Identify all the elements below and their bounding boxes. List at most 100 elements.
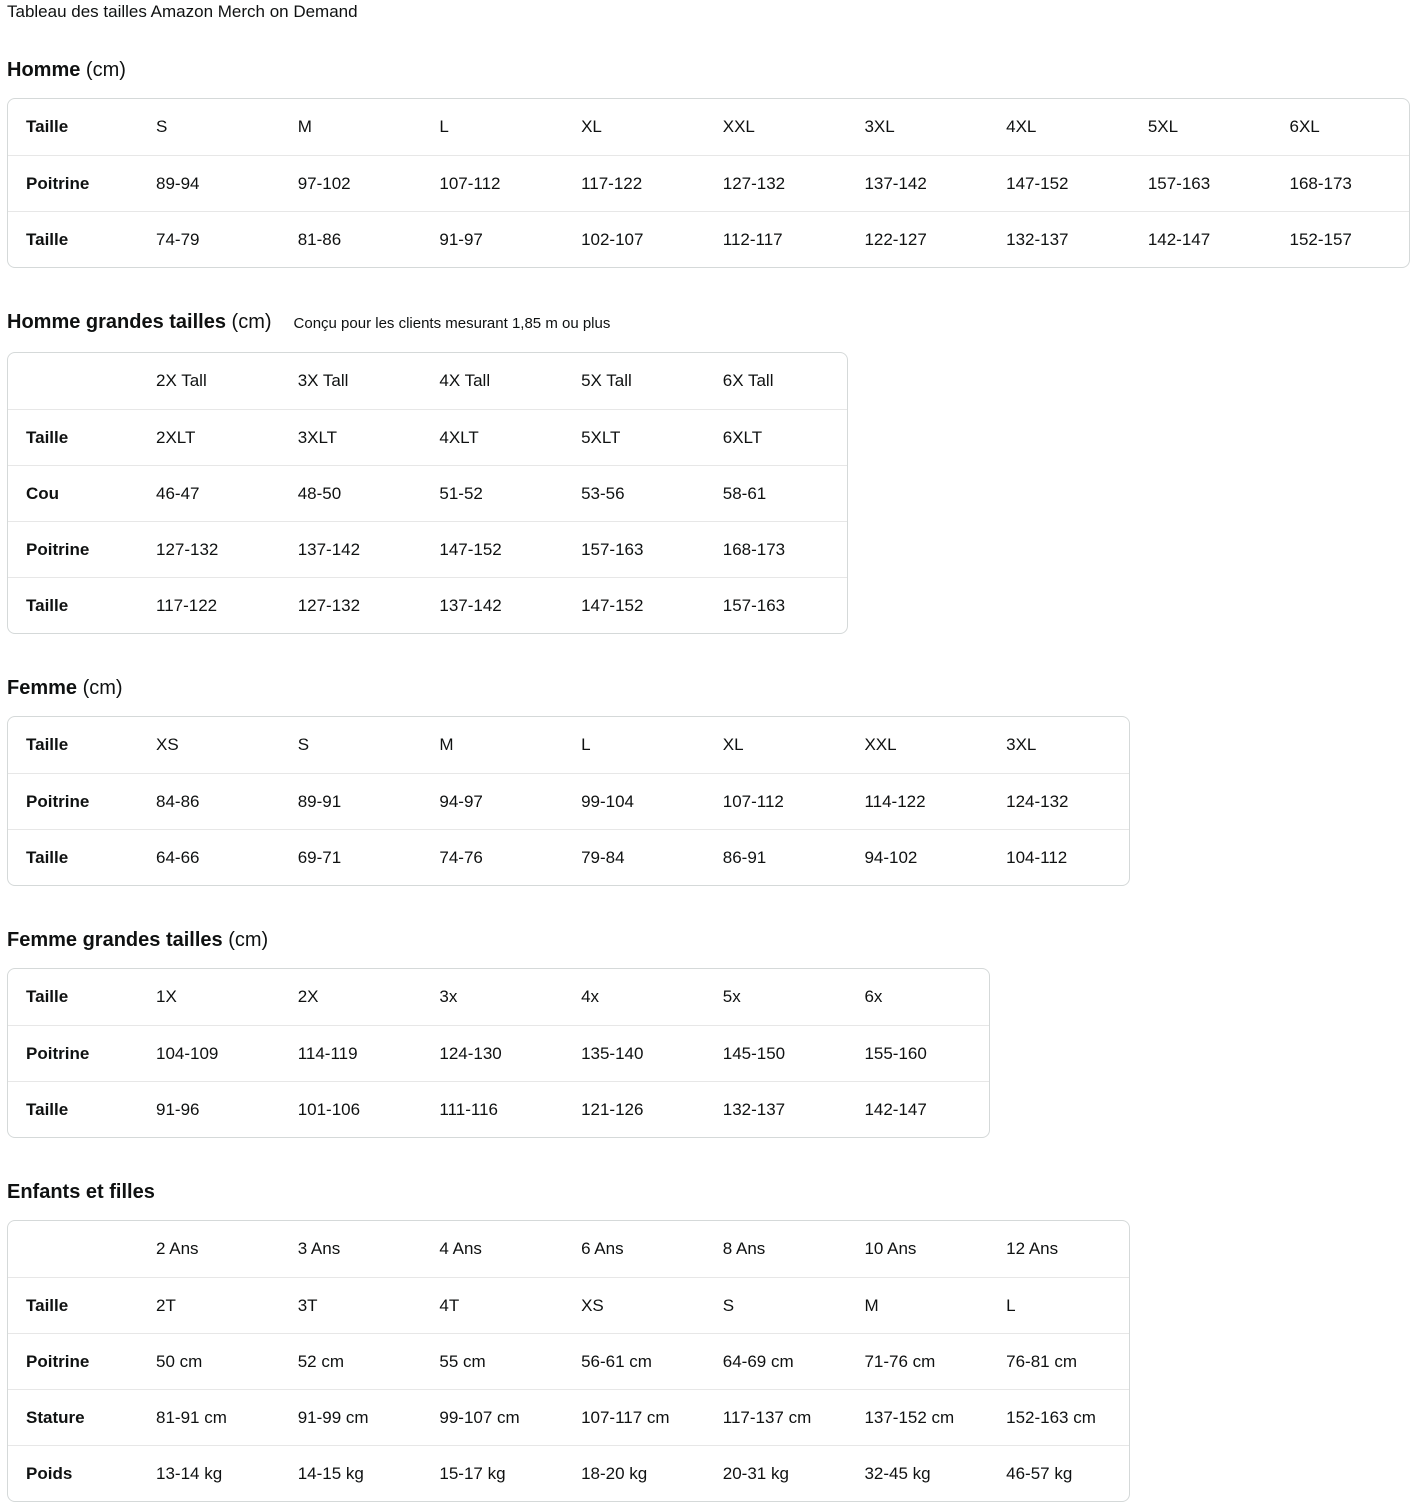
header-label — [8, 1221, 156, 1277]
column-header: 6x — [864, 987, 883, 1006]
table-row: Stature 81-91 cm 91-99 cm 99-107 cm 107-117 … — [8, 1389, 1129, 1445]
column-header: 10 Ans — [864, 1239, 917, 1258]
column-header: L — [439, 117, 449, 136]
table-cell: 137-152 cm — [864, 1389, 1007, 1445]
table-cell: 51-52 — [439, 465, 582, 521]
column-header: 2X — [297, 987, 319, 1006]
column-header: 2X Tall — [156, 371, 207, 390]
size-table: Taille XS S M L XL XXL 3XL Poitrine 84-86 89-91 94-… — [7, 716, 1130, 886]
table-cell: 2T — [156, 1277, 298, 1333]
section-unit: (cm) — [82, 677, 123, 699]
row-label: Taille — [8, 1277, 156, 1333]
table-cell: 122-127 — [864, 211, 1007, 267]
table-cell: 81-91 cm — [156, 1389, 298, 1445]
table-cell: 145-150 — [722, 1025, 865, 1081]
section-femme: Femme (cm) Taille XS S M L XL XXL 3XL Poitrine 84… — [7, 676, 1410, 886]
table-row: Taille 74-79 81-86 91-97 102-107 112-117 122-1… — [8, 211, 1409, 267]
section-unit: (cm) — [85, 59, 126, 81]
size-table-homme-grandes-tailles: 2X Tall 3X Tall 4X Tall 5X Tall 6X Tall Taill… — [7, 352, 1410, 634]
column-header: 4XL — [1006, 117, 1037, 136]
table-row: Poitrine 84-86 89-91 94-97 99-104 107-112 114-… — [8, 773, 1129, 829]
table-cell: 127-132 — [156, 521, 298, 577]
table-cell: 76-81 cm — [1006, 1333, 1129, 1389]
column-header: 3X Tall — [297, 371, 349, 390]
table-cell: M — [864, 1277, 1007, 1333]
column-header: 2 Ans — [156, 1239, 199, 1258]
size-table-homme: Taille S M L XL XXL 3XL 4XL 5XL 6XL Poitrine 89-94 9… — [7, 98, 1410, 268]
column-header: 3x — [439, 987, 458, 1006]
table-cell: 147-152 — [581, 577, 723, 633]
table-cell: 46-47 — [156, 465, 298, 521]
column-header: XXL — [722, 117, 755, 136]
section-homme-grandes-tailles: Homme grandes tailles (cm) Conçu pour les… — [7, 310, 1410, 634]
table-cell: 91-97 — [439, 211, 582, 267]
section-unit: (cm) — [228, 929, 269, 951]
table-cell: 142-147 — [1147, 211, 1290, 267]
table-row: Taille 2T 3T 4T XS S M L — [8, 1277, 1129, 1333]
table-cell: 6XLT — [722, 409, 847, 465]
table-cell: 137-142 — [439, 577, 582, 633]
table-cell: 4T — [439, 1277, 582, 1333]
table-cell: 94-97 — [439, 773, 582, 829]
column-header: 1X — [156, 987, 177, 1006]
table-cell: 111-116 — [439, 1081, 582, 1137]
header-label: Taille — [26, 987, 69, 1006]
row-label: Taille — [8, 829, 156, 885]
table-cell: 104-109 — [156, 1025, 298, 1081]
row-label: Cou — [8, 465, 156, 521]
column-header: 8 Ans — [722, 1239, 766, 1258]
row-label: Poitrine — [8, 773, 156, 829]
table-cell: 117-137 cm — [722, 1389, 865, 1445]
column-header: 4 Ans — [439, 1239, 482, 1258]
table-cell: 107-112 — [439, 155, 582, 211]
row-label: Taille — [8, 1081, 156, 1137]
header-label: Taille — [26, 117, 69, 136]
table-row: Taille 64-66 69-71 74-76 79-84 86-91 94-102 104… — [8, 829, 1129, 885]
page-title: Tableau des tailles Amazon Merch on Dema… — [7, 2, 358, 21]
column-header: S — [156, 117, 168, 136]
table-cell: 46-57 kg — [1006, 1445, 1129, 1501]
section-title: Homme — [7, 59, 81, 81]
table-cell: 74-79 — [156, 211, 298, 267]
table-row: Poitrine 50 cm 52 cm 55 cm 56-61 cm 64-69 cm 7… — [8, 1333, 1129, 1389]
header-label: Taille — [26, 735, 69, 754]
column-header: XL — [581, 117, 602, 136]
table-cell: 168-173 — [1289, 155, 1409, 211]
table-cell: 157-163 — [1147, 155, 1290, 211]
table-cell: 4XLT — [439, 409, 582, 465]
table-cell: 99-104 — [581, 773, 723, 829]
table-cell: 94-102 — [864, 829, 1007, 885]
row-label: Poitrine — [8, 155, 156, 211]
table-cell: L — [1006, 1277, 1129, 1333]
table-cell: 135-140 — [581, 1025, 723, 1081]
row-label: Poitrine — [8, 1333, 156, 1389]
table-cell: 56-61 cm — [581, 1333, 723, 1389]
table-cell: 55 cm — [439, 1333, 582, 1389]
table-cell: 155-160 — [864, 1025, 989, 1081]
table-cell: XS — [581, 1277, 723, 1333]
column-header: L — [581, 735, 591, 754]
section-heading: Femme (cm) — [7, 676, 1410, 700]
table-cell: 50 cm — [156, 1333, 298, 1389]
row-label: Taille — [8, 409, 156, 465]
table-cell: 74-76 — [439, 829, 582, 885]
size-table-femme-grandes-tailles: Taille 1X 2X 3x 4x 5x 6x Poitrine 104-109 114-119… — [7, 968, 1410, 1138]
table-cell: 107-117 cm — [581, 1389, 723, 1445]
table-cell: 137-142 — [297, 521, 440, 577]
table-cell: 97-102 — [297, 155, 440, 211]
column-header: 5x — [722, 987, 741, 1006]
column-header: 4X Tall — [439, 371, 491, 390]
size-table: Taille 1X 2X 3x 4x 5x 6x Poitrine 104-109 114-119… — [7, 968, 990, 1138]
column-header: M — [297, 117, 312, 136]
section-heading: Femme grandes tailles (cm) — [7, 928, 1410, 952]
table-cell: 64-66 — [156, 829, 298, 885]
column-header: 3XL — [864, 117, 895, 136]
header-row: Taille XS S M L XL XXL 3XL — [8, 717, 1129, 773]
header-label — [8, 353, 156, 409]
section-heading: Enfants et filles — [7, 1180, 1410, 1204]
section-enfants-et-filles: Enfants et filles 2 Ans 3 Ans 4 Ans 6 Ans 8 … — [7, 1180, 1410, 1502]
row-label: Taille — [8, 577, 156, 633]
table-cell: 132-137 — [1006, 211, 1148, 267]
table-cell: 15-17 kg — [439, 1445, 582, 1501]
table-cell: 168-173 — [722, 521, 847, 577]
